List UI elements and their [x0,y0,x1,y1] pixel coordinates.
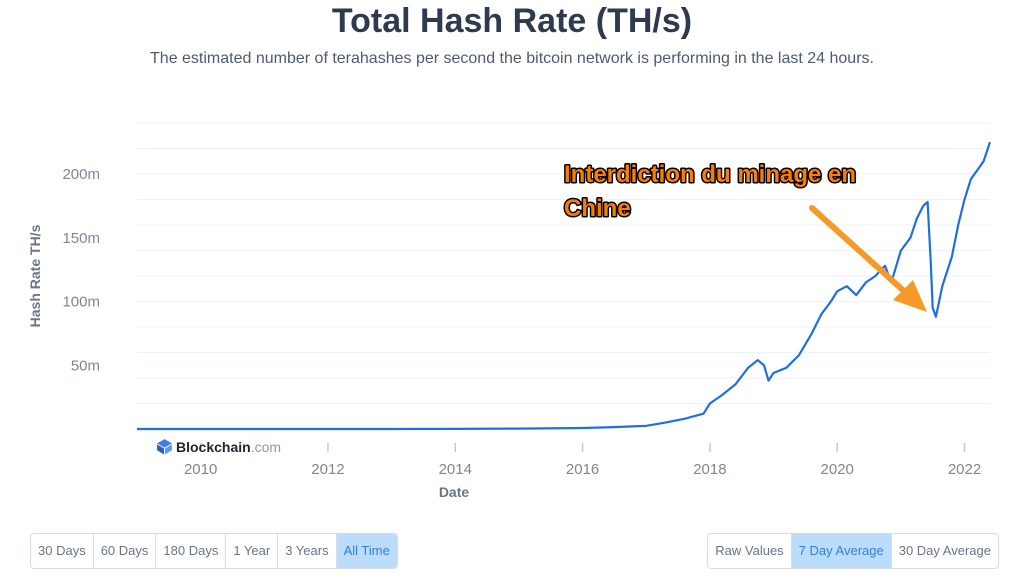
x-axis-label: Date [439,484,470,500]
average-selector: Raw Values 7 Day Average 30 Day Average [707,533,999,569]
y-axis-label: Hash Rate TH/s [27,224,43,327]
thirty-day-average-button[interactable]: 30 Day Average [898,543,991,558]
page-subtitle: The estimated number of terahashes per s… [150,50,874,67]
annotation-arrow-shaft [809,205,908,295]
x-tick-label: 2016 [566,461,599,478]
annotation-text-line1: Interdiction du minage en [564,161,856,188]
x-tick-label: 2018 [693,461,726,478]
y-tick-label: 100m [62,294,100,311]
annotation-arrow-head [893,280,927,312]
y-tick-label: 200m [62,166,100,183]
y-tick-label: 150m [62,230,100,247]
x-tick-label: 2014 [439,461,472,478]
annotation-text-line2: Chine [564,195,631,222]
range-3-years-button[interactable]: 3 Years [278,534,337,568]
range-180-days-button[interactable]: 180 Days [156,534,227,568]
seven-day-average-button[interactable]: 7 Day Average [791,534,892,568]
x-tick-label: 2022 [948,461,981,478]
brand-name: Blockchain [176,438,251,455]
brand-watermark: Blockchain .com [156,438,281,455]
annotation: Interdiction du minage en Chine [563,160,927,312]
hash-rate-series-line [137,141,992,431]
y-tick-label: 50m [71,357,100,374]
range-1-year-button[interactable]: 1 Year [226,534,279,568]
x-tick-label: 2012 [311,461,344,478]
range-60-days-button[interactable]: 60 Days [94,534,157,568]
brand-tld: .com [250,438,282,455]
x-tick-label: 2010 [184,461,217,478]
range-all-time-button[interactable]: All Time [336,534,397,568]
page-title: Total Hash Rate (TH/s) [331,2,693,40]
raw-values-button[interactable]: Raw Values [708,534,792,568]
blockchain-logo-icon [157,439,172,455]
range-30-days-button[interactable]: 30 Days [31,534,94,568]
time-range-selector: 30 Days 60 Days 180 Days 1 Year 3 Years … [30,533,398,569]
x-tick-label: 2020 [821,461,854,478]
